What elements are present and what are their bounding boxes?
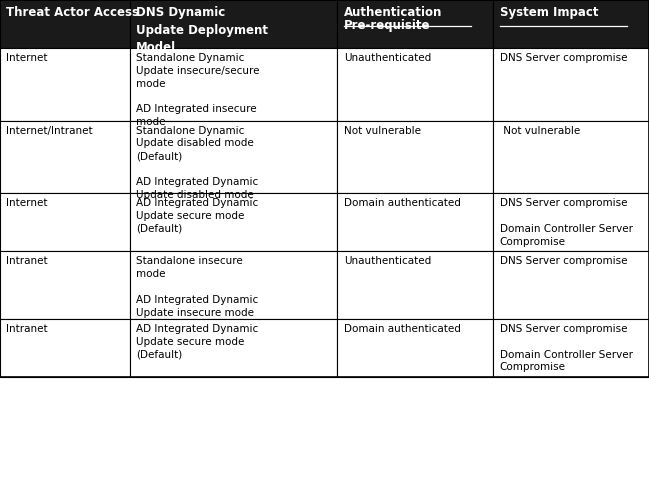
Text: Authentication: Authentication [344, 6, 443, 19]
Bar [0, 121, 130, 193]
Text: Internet: Internet [6, 53, 48, 63]
Text: Domain authenticated: Domain authenticated [344, 198, 461, 208]
Text: DNS Dynamic
Update Deployment
Model: DNS Dynamic Update Deployment Model [136, 6, 268, 55]
Bar [0, 193, 130, 251]
Text: System Impact: System Impact [500, 6, 598, 19]
Text: Internet/Intranet: Internet/Intranet [6, 126, 93, 136]
Text: Unauthenticated: Unauthenticated [344, 256, 431, 266]
Bar [0, 319, 130, 377]
Text: Not vulnerable: Not vulnerable [344, 126, 421, 136]
Bar [493, 193, 649, 251]
Text: Internet: Internet [6, 198, 48, 208]
Text: AD Integrated Dynamic
Update secure mode
(Default): AD Integrated Dynamic Update secure mode… [136, 324, 258, 360]
Text: Standalone insecure
mode

AD Integrated Dynamic
Update insecure mode: Standalone insecure mode AD Integrated D… [136, 256, 258, 318]
Bar [130, 121, 337, 193]
Text: Standalone Dynamic
Update insecure/secure
mode

AD Integrated insecure
mode: Standalone Dynamic Update insecure/secur… [136, 53, 260, 127]
Bar [493, 319, 649, 377]
Text: Threat Actor Access: Threat Actor Access [6, 6, 140, 19]
Bar [493, 48, 649, 121]
Text: Pre-requisite: Pre-requisite [344, 19, 430, 32]
Bar [337, 319, 493, 377]
Bar [337, 0, 493, 48]
Bar [493, 251, 649, 319]
Bar [337, 48, 493, 121]
Bar [130, 251, 337, 319]
Bar [130, 0, 337, 48]
Bar [337, 251, 493, 319]
Text: Intranet: Intranet [6, 256, 48, 266]
Bar [493, 121, 649, 193]
Bar [337, 121, 493, 193]
Text: Domain authenticated: Domain authenticated [344, 324, 461, 334]
Text: DNS Server compromise: DNS Server compromise [500, 256, 627, 266]
Bar [130, 48, 337, 121]
Bar [130, 319, 337, 377]
Bar [130, 193, 337, 251]
Text: DNS Server compromise: DNS Server compromise [500, 53, 627, 63]
Bar [0, 0, 130, 48]
Text: Intranet: Intranet [6, 324, 48, 334]
Text: Unauthenticated: Unauthenticated [344, 53, 431, 63]
Bar [0, 0, 649, 377]
Text: Not vulnerable: Not vulnerable [500, 126, 580, 136]
Text: DNS Server compromise

Domain Controller Server
Compromise: DNS Server compromise Domain Controller … [500, 324, 633, 373]
Bar [493, 0, 649, 48]
Bar [0, 48, 130, 121]
Text: DNS Server compromise

Domain Controller Server
Compromise: DNS Server compromise Domain Controller … [500, 198, 633, 247]
Bar [337, 193, 493, 251]
Text: Standalone Dynamic
Update disabled mode
(Default)

AD Integrated Dynamic
Update : Standalone Dynamic Update disabled mode … [136, 126, 258, 200]
Bar [0, 251, 130, 319]
Text: AD Integrated Dynamic
Update secure mode
(Default): AD Integrated Dynamic Update secure mode… [136, 198, 258, 234]
